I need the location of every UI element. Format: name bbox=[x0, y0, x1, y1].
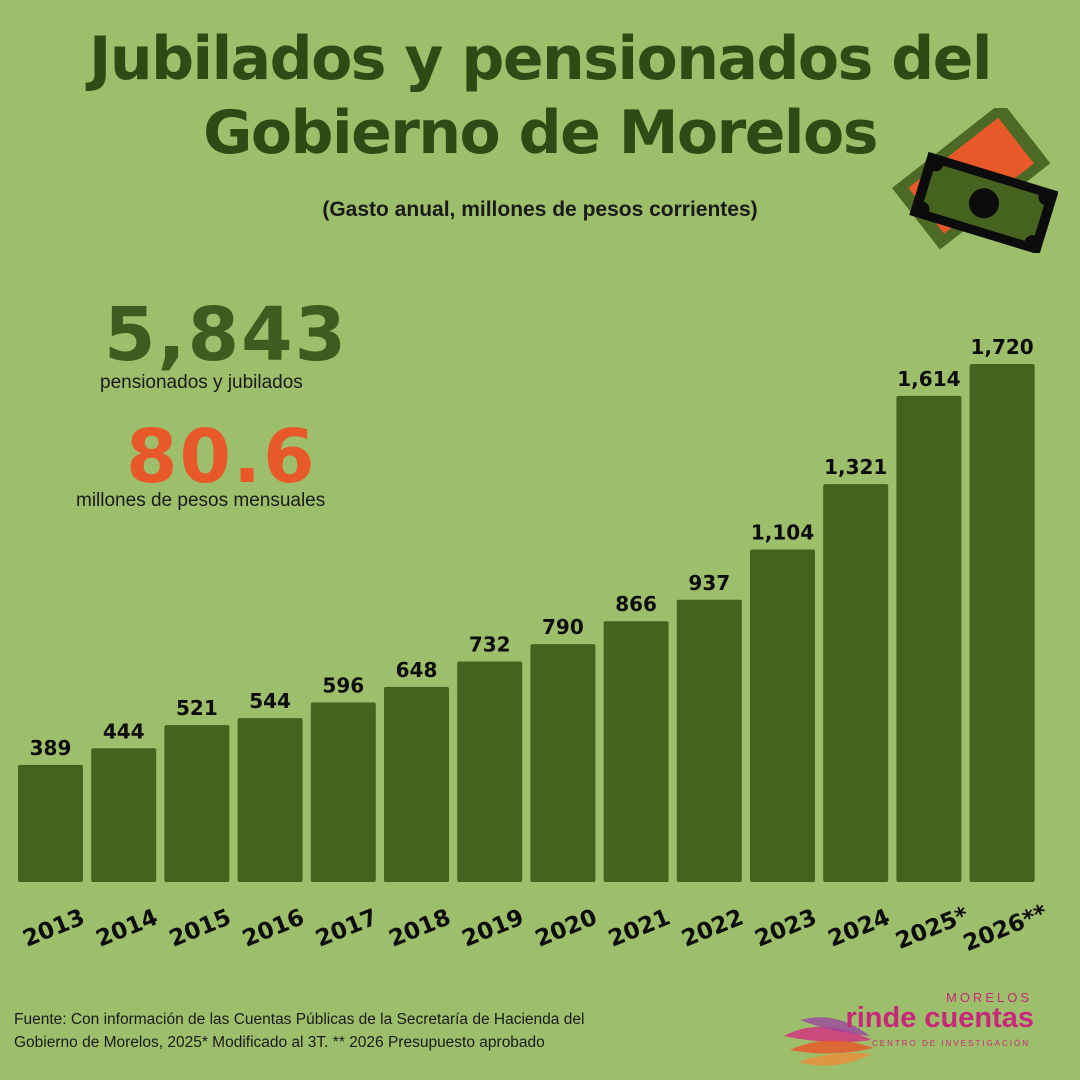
bar-2013 bbox=[18, 764, 83, 882]
bar-2019 bbox=[457, 661, 523, 882]
category-label-2022: 2022 bbox=[678, 904, 747, 952]
category-label-2024: 2024 bbox=[825, 904, 894, 952]
bar-2021 bbox=[603, 621, 669, 882]
value-label-2013: 389 bbox=[30, 736, 72, 760]
bar-2016 bbox=[237, 718, 303, 882]
bar-2023 bbox=[750, 549, 815, 882]
value-label-2016: 544 bbox=[249, 689, 291, 713]
category-label-2015: 2015 bbox=[166, 904, 235, 952]
title-line-2: Gobierno de Morelos bbox=[203, 98, 878, 168]
category-label-2017: 2017 bbox=[312, 904, 381, 952]
title-line-1: Jubilados y pensionados del bbox=[89, 24, 992, 94]
category-label-2019: 2019 bbox=[459, 904, 528, 952]
value-label-2025*: 1,614 bbox=[897, 367, 960, 391]
source-line-2: Gobierno de Morelos, 2025* Modificado al… bbox=[14, 1034, 545, 1051]
monthly-spend-value: 80.6 bbox=[126, 414, 317, 500]
logo-top-text: MORELOS bbox=[945, 990, 1032, 1005]
category-label-2025*: 2025* bbox=[892, 902, 972, 955]
pensioners-count: 5,843 bbox=[104, 292, 349, 378]
bar-2024 bbox=[823, 484, 889, 882]
monthly-spend-label: millones de pesos mensuales bbox=[76, 490, 326, 511]
category-label-2023: 2023 bbox=[751, 904, 820, 952]
value-label-2023: 1,104 bbox=[751, 521, 814, 545]
logo-petals-icon bbox=[784, 1017, 874, 1066]
bar-chart: 389 2013 444 2014 521 2015 544 2016 596 2017 648 20… bbox=[18, 335, 1051, 957]
value-label-2020: 790 bbox=[542, 615, 584, 639]
category-label-2016: 2016 bbox=[239, 904, 308, 952]
value-label-2019: 732 bbox=[469, 633, 511, 657]
category-label-2021: 2021 bbox=[605, 904, 674, 952]
value-label-2021: 866 bbox=[615, 592, 657, 616]
pensioners-label: pensionados y jubilados bbox=[100, 372, 303, 393]
source-note: Fuente: Con información de las Cuentas P… bbox=[14, 1008, 704, 1054]
value-label-2026**: 1,720 bbox=[970, 335, 1033, 359]
chart-subtitle: (Gasto anual, millones de pesos corrient… bbox=[322, 198, 758, 221]
bar-2018 bbox=[384, 686, 449, 882]
bar-2025* bbox=[896, 395, 962, 882]
logo: MORELOS rinde cuentas CENTRO DE INVESTIG… bbox=[780, 986, 1080, 1080]
category-label-2020: 2020 bbox=[532, 904, 601, 952]
bar-2015 bbox=[164, 725, 230, 882]
value-label-2024: 1,321 bbox=[824, 455, 887, 479]
logo-subtext: CENTRO DE INVESTIGACIÓN bbox=[871, 1039, 1030, 1048]
bar-2017 bbox=[310, 702, 376, 882]
value-label-2017: 596 bbox=[322, 674, 364, 698]
money-bill-icon bbox=[891, 108, 1058, 253]
value-label-2015: 521 bbox=[176, 696, 218, 720]
value-label-2014: 444 bbox=[103, 719, 145, 743]
category-label-2013: 2013 bbox=[19, 904, 88, 952]
logo-name: rinde cuentas bbox=[845, 1002, 1034, 1034]
bar-2020 bbox=[530, 644, 596, 882]
category-label-2014: 2014 bbox=[93, 904, 162, 952]
bar-2022 bbox=[676, 599, 742, 882]
bar-2014 bbox=[91, 748, 157, 882]
chart-title: Jubilados y pensionados del Gobierno de … bbox=[0, 22, 1080, 170]
category-label-2026**: 2026** bbox=[960, 900, 1051, 957]
category-label-2018: 2018 bbox=[385, 904, 454, 952]
value-label-2018: 648 bbox=[396, 658, 438, 682]
source-line-1: Fuente: Con información de las Cuentas P… bbox=[14, 1011, 585, 1028]
bar-2026** bbox=[969, 364, 1035, 882]
value-label-2022: 937 bbox=[688, 571, 730, 595]
